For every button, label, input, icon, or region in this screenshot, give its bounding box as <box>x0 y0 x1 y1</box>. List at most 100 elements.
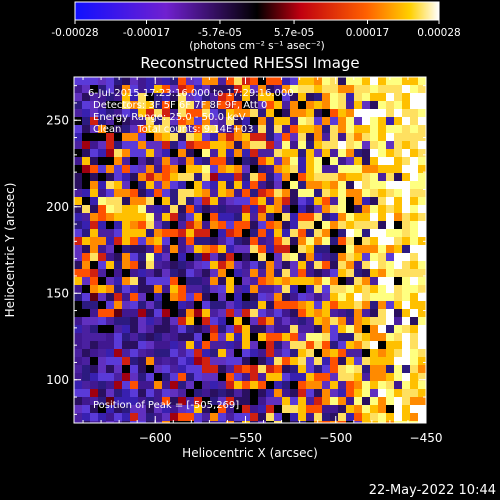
image-pixel <box>394 133 403 142</box>
image-pixel <box>74 141 83 150</box>
image-pixel <box>210 117 219 126</box>
image-pixel <box>362 381 371 390</box>
image-pixel <box>74 245 83 254</box>
image-pixel <box>418 141 426 150</box>
image-pixel <box>314 221 323 230</box>
image-pixel <box>226 221 235 230</box>
image-pixel <box>130 189 139 198</box>
image-pixel <box>370 181 379 190</box>
image-pixel <box>74 381 83 390</box>
image-pixel <box>122 333 131 342</box>
image-pixel <box>410 301 419 310</box>
image-pixel <box>354 149 363 158</box>
image-pixel <box>298 413 307 422</box>
image-pixel <box>354 269 363 278</box>
image-pixel <box>98 349 107 358</box>
image-pixel <box>178 357 187 366</box>
image-pixel <box>170 421 179 423</box>
image-pixel <box>306 421 315 423</box>
image-pixel <box>186 397 195 406</box>
image-pixel <box>274 181 283 190</box>
x-tick-label: −500 <box>319 431 352 445</box>
image-pixel <box>378 413 387 422</box>
image-pixel <box>234 125 243 134</box>
image-pixel <box>186 109 195 118</box>
image-pixel <box>298 365 307 374</box>
image-pixel <box>130 93 139 102</box>
image-pixel <box>258 77 267 86</box>
image-pixel <box>210 181 219 190</box>
image-pixel <box>274 389 283 398</box>
image-pixel <box>258 237 267 246</box>
image-pixel <box>210 285 219 294</box>
image-pixel <box>114 357 123 366</box>
image-pixel <box>410 285 419 294</box>
image-pixel <box>154 85 163 94</box>
image-pixel <box>178 277 187 286</box>
image-pixel <box>122 77 131 86</box>
image-pixel <box>242 237 251 246</box>
image-pixel <box>178 109 187 118</box>
image-pixel <box>122 149 131 158</box>
image-pixel <box>306 261 315 270</box>
image-pixel <box>154 221 163 230</box>
image-pixel <box>82 189 91 198</box>
image-pixel <box>370 141 379 150</box>
image-pixel <box>322 421 331 423</box>
image-pixel <box>194 117 203 126</box>
image-pixel <box>346 197 355 206</box>
image-pixel <box>298 277 307 286</box>
image-pixel <box>250 77 259 86</box>
image-pixel <box>362 365 371 374</box>
image-pixel <box>210 85 219 94</box>
image-pixel <box>234 205 243 214</box>
image-pixel <box>346 229 355 238</box>
image-pixel <box>82 197 91 206</box>
image-pixel <box>274 173 283 182</box>
image-pixel <box>186 133 195 142</box>
image-pixel <box>218 397 227 406</box>
image-pixel <box>370 397 379 406</box>
image-pixel <box>386 413 395 422</box>
image-pixel <box>330 341 339 350</box>
image-pixel <box>114 389 123 398</box>
image-pixel <box>330 125 339 134</box>
image-pixel <box>250 277 259 286</box>
image-pixel <box>338 93 347 102</box>
image-pixel <box>298 189 307 198</box>
image-pixel <box>234 149 243 158</box>
image-pixel <box>322 285 331 294</box>
image-pixel <box>354 213 363 222</box>
image-pixel <box>74 229 83 238</box>
image-pixel <box>218 421 227 423</box>
image-pixel <box>114 197 123 206</box>
image-pixel <box>274 381 283 390</box>
image-pixel <box>330 77 339 86</box>
image-pixel <box>282 93 291 102</box>
image-pixel <box>418 85 426 94</box>
image-pixel <box>290 77 299 86</box>
image-pixel <box>290 93 299 102</box>
image-pixel <box>306 269 315 278</box>
image-pixel <box>90 157 99 166</box>
image-pixel <box>170 269 179 278</box>
image-pixel <box>242 341 251 350</box>
image-pixel <box>194 109 203 118</box>
image-pixel <box>138 149 147 158</box>
image-pixel <box>330 93 339 102</box>
image-pixel <box>282 205 291 214</box>
image-pixel <box>354 341 363 350</box>
image-pixel <box>394 245 403 254</box>
image-pixel <box>242 117 251 126</box>
image-pixel <box>226 85 235 94</box>
image-pixel <box>162 245 171 254</box>
image-pixel <box>266 221 275 230</box>
image-pixel <box>170 253 179 262</box>
image-pixel <box>418 181 426 190</box>
colorbar-tick-label: -0.00017 <box>123 27 170 39</box>
image-pixel <box>98 373 107 382</box>
image-pixel <box>330 381 339 390</box>
image-pixel <box>306 381 315 390</box>
colorbar-gradient <box>74 1 440 21</box>
image-pixel <box>266 365 275 374</box>
